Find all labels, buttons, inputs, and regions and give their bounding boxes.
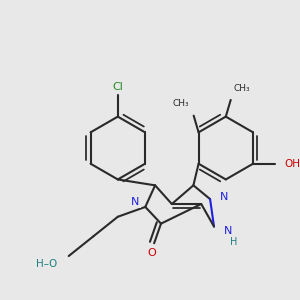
Text: O: O xyxy=(148,248,157,258)
Text: CH₃: CH₃ xyxy=(172,99,189,108)
Text: Cl: Cl xyxy=(112,82,123,92)
Text: H–O: H–O xyxy=(37,259,58,269)
Text: CH₃: CH₃ xyxy=(233,84,250,93)
Text: OH: OH xyxy=(284,159,300,169)
Text: H: H xyxy=(230,237,237,247)
Text: N: N xyxy=(131,197,140,207)
Text: N: N xyxy=(220,192,228,202)
Text: N: N xyxy=(224,226,232,236)
